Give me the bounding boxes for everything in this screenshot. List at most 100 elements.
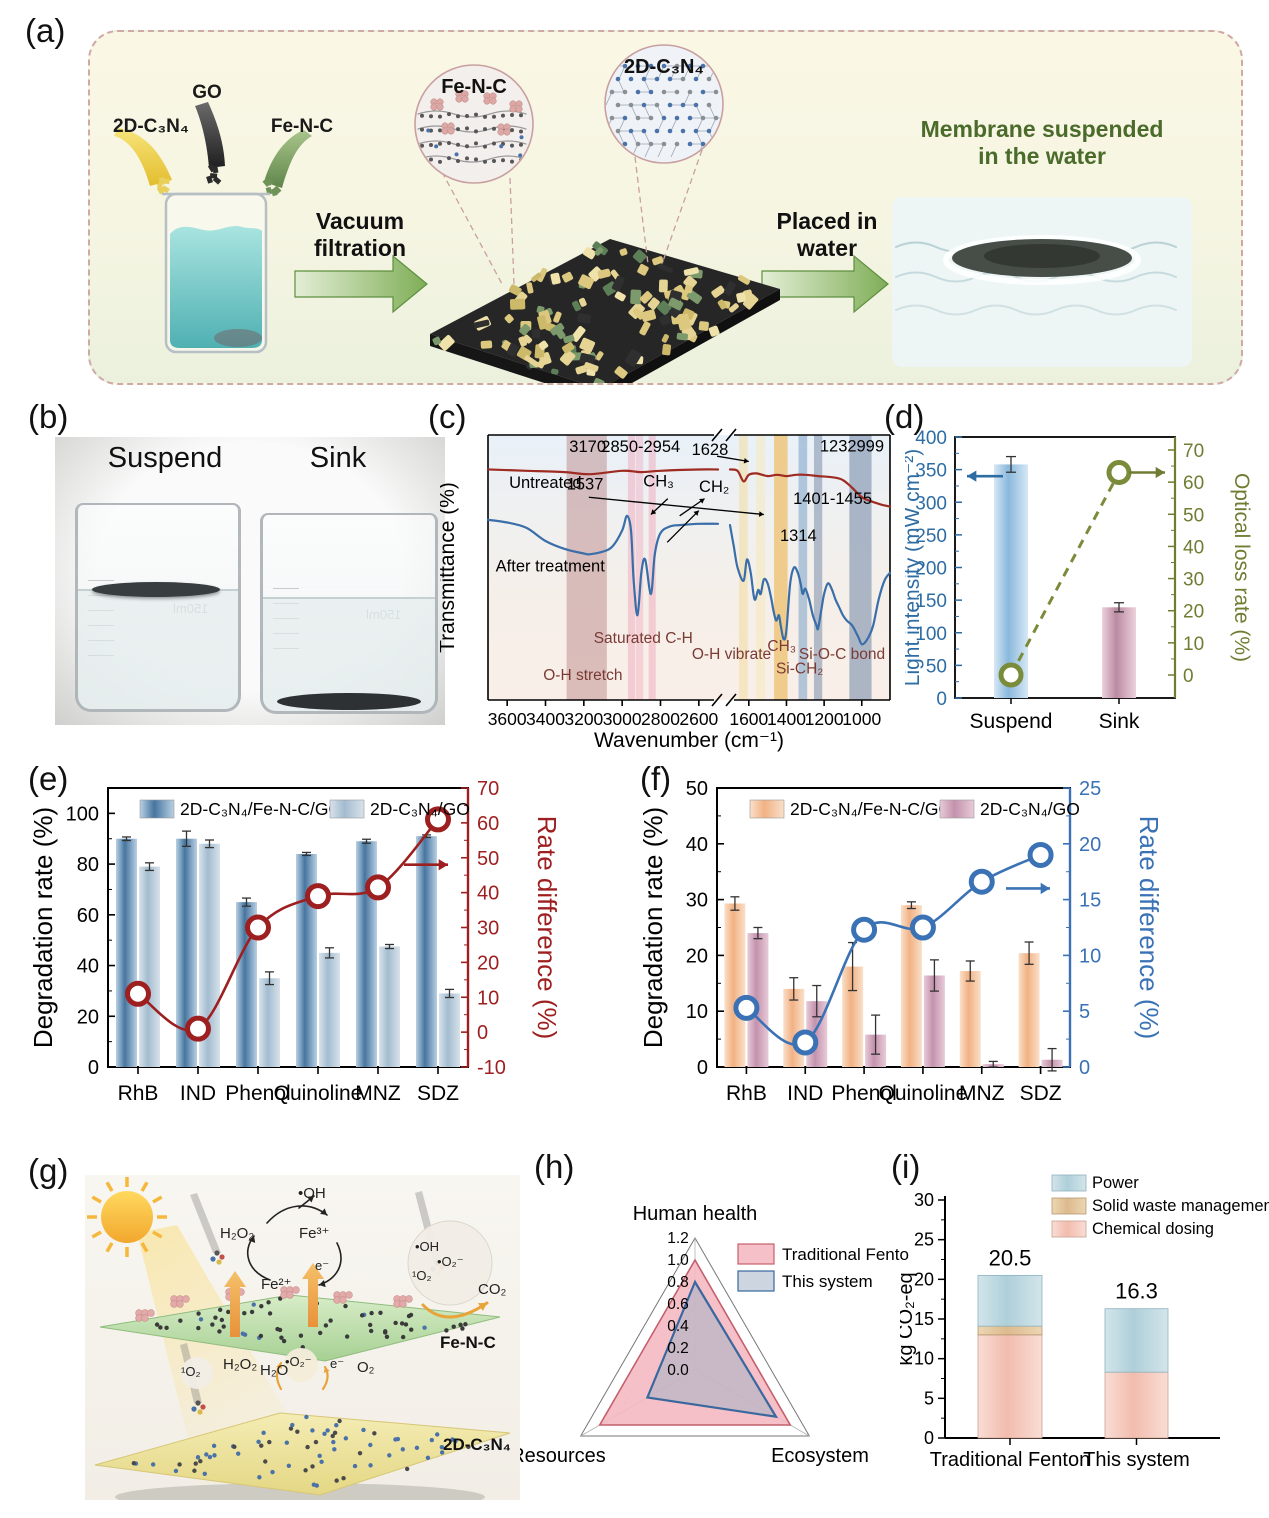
svg-text:60: 60 xyxy=(1183,473,1204,494)
panel-f-letter: (f) xyxy=(640,760,672,797)
svg-text:IND: IND xyxy=(180,1082,216,1105)
label-o2: O₂ xyxy=(357,1359,375,1376)
label-oh-radical: •OH xyxy=(298,1185,326,1202)
svg-text:0: 0 xyxy=(924,1428,934,1448)
svg-text:2D-C₃N₄/Fe-N-C/GO: 2D-C₃N₄/Fe-N-C/GO xyxy=(180,799,342,819)
svg-text:Resources: Resources xyxy=(510,1445,606,1467)
panel-i-letter: (i) xyxy=(891,1148,921,1185)
chart-degradation-orange: 0 10 20 30 40 50 0 5 10 15 20 25 RhB IND PhenolQuinoli… xyxy=(642,778,1164,1105)
svg-text:2800: 2800 xyxy=(641,709,680,729)
bars xyxy=(994,455,1136,698)
panel-e-letter: (e) xyxy=(28,760,69,797)
svg-text:400: 400 xyxy=(915,428,947,449)
svg-text:Sink: Sink xyxy=(1099,710,1140,733)
membrane-floating xyxy=(92,582,220,597)
label-sink: Sink xyxy=(309,442,367,474)
svg-text:1537: 1537 xyxy=(567,475,604,493)
svg-text:MNZ: MNZ xyxy=(355,1082,401,1105)
svg-text:100: 100 xyxy=(915,624,947,645)
svg-text:Solid waste management: Solid waste management xyxy=(1092,1197,1269,1215)
svg-text:This system: This system xyxy=(1083,1449,1190,1471)
svg-text:16.3: 16.3 xyxy=(1115,1279,1158,1304)
chart-ftir-spectra: 3600 3400 3200 3000 2800 2600 1600140012001000… xyxy=(440,428,892,752)
material-label-go: GO xyxy=(192,82,222,103)
panel-g-letter: (g) xyxy=(28,1152,69,1189)
material-label-fenc: Fe-N-C xyxy=(270,116,334,137)
svg-text:Optical loss rate (%): Optical loss rate (%) xyxy=(1230,473,1253,662)
svg-text:2D-C₃N₄/GO: 2D-C₃N₄/GO xyxy=(370,799,470,819)
svg-text:0.0: 0.0 xyxy=(667,1362,689,1379)
svg-text:Untreated: Untreated xyxy=(509,474,581,492)
svg-text:3600: 3600 xyxy=(488,709,527,729)
svg-text:20: 20 xyxy=(914,1269,934,1289)
svg-text:MNZ: MNZ xyxy=(959,1082,1005,1105)
svg-text:Ecosystem: Ecosystem xyxy=(771,1445,869,1467)
svg-text:0.8: 0.8 xyxy=(667,1274,689,1291)
label-suspend: Suspend xyxy=(107,442,223,474)
beaker-suspend: 150ml xyxy=(75,503,241,712)
label-electron-2: e⁻ xyxy=(330,1356,345,1371)
svg-text:999: 999 xyxy=(856,437,884,455)
svg-text:2850-2954: 2850-2954 xyxy=(601,438,680,456)
svg-text:RhB: RhB xyxy=(118,1082,159,1105)
svg-text:After treatment: After treatment xyxy=(496,557,606,575)
svg-text:300: 300 xyxy=(915,493,947,514)
svg-text:100: 100 xyxy=(66,803,99,825)
svg-text:0.2: 0.2 xyxy=(667,1340,689,1357)
svg-text:50: 50 xyxy=(477,848,499,870)
svg-text:50: 50 xyxy=(1183,505,1204,526)
svg-text:15: 15 xyxy=(1079,890,1101,912)
panel-b-photo: Suspend Sink 150ml 150ml xyxy=(55,437,445,725)
svg-text:5: 5 xyxy=(1079,1001,1090,1023)
chart-radar-lca: 1.2 1.0 0.8 0.6 0.4 0.2 0.0 Human health Resourc… xyxy=(510,1203,910,1467)
svg-text:Si-CH₂: Si-CH₂ xyxy=(776,661,823,678)
label-ros-oh: •OH xyxy=(415,1239,440,1254)
svg-text:SDZ: SDZ xyxy=(417,1082,459,1105)
svg-text:20: 20 xyxy=(686,945,708,967)
svg-text:3170: 3170 xyxy=(569,438,606,456)
svg-text:Saturated C-H: Saturated C-H xyxy=(594,630,693,647)
svg-text:2D-C₃N₄/Fe-N-C/GO: 2D-C₃N₄/Fe-N-C/GO xyxy=(790,799,952,819)
svg-text:Human health: Human health xyxy=(633,1203,758,1225)
svg-text:70: 70 xyxy=(1183,441,1204,462)
svg-text:kg CO₂-eq: kg CO₂-eq xyxy=(900,1272,917,1365)
material-label-c3n4: 2D-C₃N₄ xyxy=(113,116,189,137)
svg-text:10: 10 xyxy=(477,987,499,1009)
svg-text:20.5: 20.5 xyxy=(989,1245,1032,1270)
svg-text:40: 40 xyxy=(686,834,708,856)
svg-text:20: 20 xyxy=(477,952,499,974)
label-fe2: Fe²⁺ xyxy=(261,1276,292,1293)
svg-text:Phenol: Phenol xyxy=(831,1082,896,1105)
panel-g-artwork xyxy=(87,1177,511,1500)
svg-text:30: 30 xyxy=(914,1190,934,1210)
svg-text:CH₂: CH₂ xyxy=(699,478,729,496)
svg-text:10: 10 xyxy=(1079,945,1101,967)
caption-membrane-suspended: Membrane suspended in the water xyxy=(920,116,1164,170)
chart-co2-stacked: 0 5 10 15 20 25 30 20.5 Traditional Fenton 16.3 Th… xyxy=(900,1174,1269,1471)
membrane-sunk xyxy=(277,693,421,710)
svg-text:O-H vibrate: O-H vibrate xyxy=(692,646,771,663)
svg-text:350: 350 xyxy=(915,461,947,482)
label-h2o2-lower: H₂O₂ xyxy=(223,1356,258,1373)
svg-text:3400: 3400 xyxy=(526,709,565,729)
water-sink xyxy=(263,597,435,711)
svg-text:1.2: 1.2 xyxy=(667,1230,689,1247)
svg-text:15: 15 xyxy=(914,1309,934,1329)
svg-text:0: 0 xyxy=(88,1057,99,1079)
svg-text:Degradation rate (%): Degradation rate (%) xyxy=(642,807,668,1048)
panel-a-letter: (a) xyxy=(25,12,66,49)
svg-text:Degradation rate (%): Degradation rate (%) xyxy=(30,807,58,1048)
svg-text:-10: -10 xyxy=(477,1057,506,1079)
panel-a-schematic: 2D-C₃N₄ GO Fe-N-C Vacuum filtration Fe-N… xyxy=(88,30,1243,385)
svg-text:CH₃: CH₃ xyxy=(643,473,674,491)
svg-text:60: 60 xyxy=(477,813,499,835)
svg-text:0: 0 xyxy=(1079,1057,1090,1079)
svg-text:40: 40 xyxy=(477,883,499,905)
bars xyxy=(724,896,1063,1072)
svg-text:2600: 2600 xyxy=(679,709,718,729)
chart-light-intensity: 0 50 100 150 200 250 300 350 400 0 10 20 30 40 50 60 70 S… xyxy=(905,428,1253,733)
svg-text:1401-1455: 1401-1455 xyxy=(793,490,872,508)
svg-text:50: 50 xyxy=(686,778,708,800)
svg-text:1600: 1600 xyxy=(729,709,768,729)
